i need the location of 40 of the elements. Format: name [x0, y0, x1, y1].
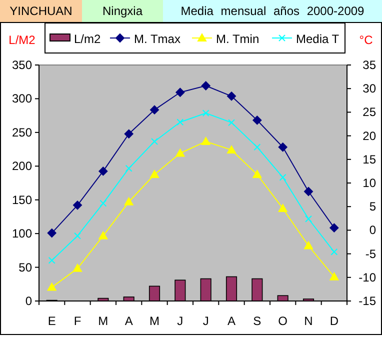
x-tick-label: M — [98, 314, 108, 328]
x-tick-label: A — [124, 314, 133, 328]
y2-tick-label: -15 — [358, 294, 376, 308]
y-tick-label: 250 — [12, 125, 32, 140]
y-axis-title: L/M2 — [8, 33, 36, 47]
y2-tick-label: 10 — [362, 176, 376, 190]
x-tick-label: N — [304, 314, 313, 328]
x-tick-label: E — [48, 314, 56, 328]
legend-label: L/m2 — [74, 32, 102, 46]
y2-tick-label: 15 — [362, 152, 376, 166]
y2-tick-label: 20 — [362, 128, 376, 143]
y-tick-label: 300 — [12, 92, 32, 106]
y2-axis-title: °C — [359, 33, 374, 47]
x-tick-label: S — [253, 314, 262, 328]
y-tick-label: 50 — [18, 260, 32, 274]
y2-tick-label: 0 — [369, 223, 376, 238]
x-tick-label: D — [330, 314, 339, 328]
x-tick-label: F — [74, 314, 82, 328]
y-tick-label: 0 — [25, 294, 32, 308]
legend-label: M. Tmin — [216, 32, 260, 46]
y2-tick-label: -5 — [365, 246, 376, 261]
y2-tick-label: 30 — [362, 82, 376, 96]
legend-label: Media T — [296, 32, 340, 46]
text: YINCHUAN — [10, 4, 72, 18]
y2-tick-label: 35 — [362, 58, 376, 72]
y-tick-label: 200 — [12, 159, 32, 174]
text: Ningxia — [102, 4, 143, 18]
y2-tick-label: 25 — [362, 105, 376, 120]
x-tick-label: J — [177, 314, 184, 328]
x-tick-label: O — [278, 314, 288, 328]
x-tick-label: A — [227, 314, 236, 328]
x-tick-label: M — [150, 314, 160, 328]
chart-title: Media mensual años 2000-2009 — [180, 4, 365, 18]
x-tick-label: J — [202, 314, 209, 328]
y2-tick-label: -10 — [358, 270, 376, 284]
y2-tick-label: 5 — [369, 200, 376, 214]
y-tick-label: 150 — [12, 192, 32, 207]
y-tick-label: 350 — [12, 58, 32, 72]
y-tick-label: 100 — [12, 226, 32, 241]
legend-label: M. Tmax — [134, 32, 180, 46]
